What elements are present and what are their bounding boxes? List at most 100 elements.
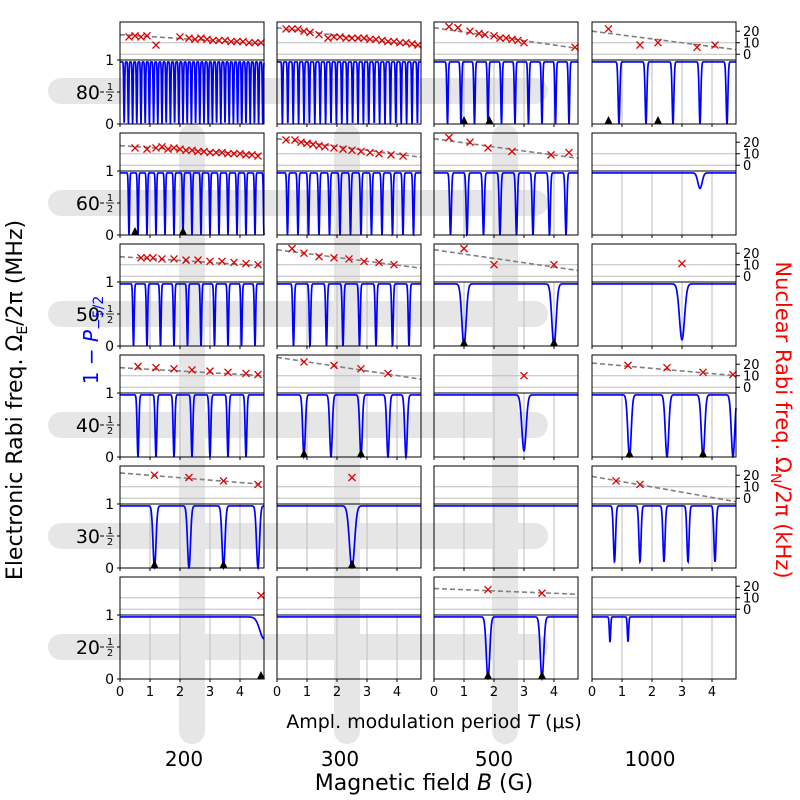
nuclear-rabi-point	[300, 27, 308, 36]
resonance-marker	[550, 338, 558, 346]
nuclear-rabi-point	[206, 257, 214, 266]
cross-stroke	[354, 34, 362, 43]
cross-stroke	[475, 29, 483, 38]
resonance-marker	[300, 449, 308, 457]
nuclear-rabi-point	[693, 43, 701, 52]
right-tick-label: 20	[743, 580, 760, 595]
transition-probability-curve	[592, 394, 737, 459]
nuclear-rabi-point	[378, 36, 386, 45]
x-tick-label: 3	[520, 685, 528, 700]
nuclear-rabi-point	[288, 244, 296, 253]
nuclear-rabi-point	[185, 473, 193, 482]
cross-stroke	[236, 149, 244, 158]
resonance-marker	[150, 560, 159, 568]
nuclear-rabi-point	[484, 585, 492, 594]
cross-stroke	[158, 142, 166, 151]
cross-stroke	[454, 23, 462, 32]
cross-stroke	[342, 34, 350, 43]
nuclear-rabi-point	[206, 148, 214, 157]
cross-stroke	[496, 34, 504, 43]
cross-stroke	[321, 142, 329, 151]
cross-stroke	[239, 37, 247, 46]
lower-axes-frame	[276, 59, 422, 125]
nuclear-rabi-point	[366, 35, 374, 44]
cross-stroke	[152, 41, 160, 49]
cross-stroke	[466, 27, 474, 36]
nuclear-rabi-point	[233, 37, 241, 46]
nuclear-rabi-point	[538, 589, 546, 598]
nuclear-rabi-point	[219, 477, 228, 485]
nuclear-rabi-point	[375, 258, 383, 267]
cross-stroke	[194, 256, 202, 265]
x-tick-label: 2	[648, 685, 656, 700]
nuclear-rabi-point	[143, 31, 151, 40]
nuclear-rabi-point	[390, 37, 398, 46]
y-tick-label-half: 12	[106, 415, 114, 437]
nuclear-rabi-point	[212, 148, 220, 157]
cross-stroke	[291, 135, 299, 144]
nuclear-rabi-point	[194, 147, 202, 156]
nuclear-rabi-point	[125, 33, 133, 41]
row-label: 60	[76, 193, 100, 215]
frac-denominator: 2	[107, 93, 113, 104]
nuclear-rabi-point	[460, 244, 468, 253]
cross-stroke	[366, 35, 374, 44]
x-tick-label: 4	[393, 685, 401, 700]
frac-denominator: 2	[107, 426, 113, 437]
cross-stroke	[663, 363, 671, 372]
panel-B500-E50	[433, 243, 579, 349]
cross-stroke	[396, 38, 404, 47]
cross-stroke	[387, 150, 395, 159]
nuclear-rabi-point	[496, 34, 504, 43]
outer-ylabel: Electronic Rabi freq. ΩE/2π (MHz)	[3, 220, 31, 580]
nuclear-rabi-point	[149, 253, 157, 262]
x-tick-label: 3	[206, 685, 214, 700]
nuclear-rabi-point	[143, 145, 151, 154]
cross-stroke	[300, 249, 308, 258]
nuclear-rabi-point	[197, 34, 205, 43]
cross-stroke	[315, 141, 323, 150]
panel-B500-E30	[433, 465, 579, 571]
cross-stroke	[348, 34, 356, 43]
nuclear-rabi-point	[466, 27, 474, 36]
nuclear-rabi-point	[729, 370, 737, 379]
nuclear-rabi-point	[188, 366, 196, 374]
resonance-marker	[654, 116, 662, 124]
fit-line	[119, 472, 265, 486]
nuclear-rabi-point	[309, 140, 317, 149]
nuclear-rabi-point	[384, 369, 392, 378]
right-tick-label: 20	[743, 358, 760, 373]
cross-stroke	[170, 255, 178, 263]
transition-probability-curve	[277, 505, 421, 569]
nuclear-rabi-point	[387, 150, 395, 159]
nuclear-rabi-point	[254, 370, 262, 379]
cross-stroke	[508, 147, 516, 156]
row-label: 20	[76, 637, 100, 659]
transition-probability-curve	[592, 616, 736, 643]
cross-stroke	[508, 35, 516, 44]
cross-stroke	[654, 38, 662, 47]
fit-line	[119, 366, 265, 377]
nuclear-rabi-point	[134, 362, 142, 371]
nuclear-rabi-point	[571, 43, 579, 52]
cross-stroke	[300, 27, 308, 36]
cross-stroke	[294, 24, 302, 33]
nuclear-rabi-point	[514, 36, 522, 45]
frac-numerator: 1	[107, 82, 113, 93]
cross-stroke	[185, 34, 193, 43]
cross-stroke	[330, 253, 338, 262]
cross-stroke	[445, 133, 453, 142]
cross-stroke	[612, 477, 620, 485]
cross-stroke	[711, 41, 719, 49]
cross-stroke	[330, 361, 338, 370]
nuclear-rabi-point	[384, 37, 392, 46]
y-tick-label: 1	[105, 386, 114, 402]
y-tick-label: 0	[105, 228, 114, 244]
nuclear-rabi-point	[176, 145, 184, 154]
nuclear-rabi-point	[282, 135, 290, 144]
right-tick-label: 10	[743, 37, 760, 52]
x-tick-label: 2	[333, 685, 341, 700]
